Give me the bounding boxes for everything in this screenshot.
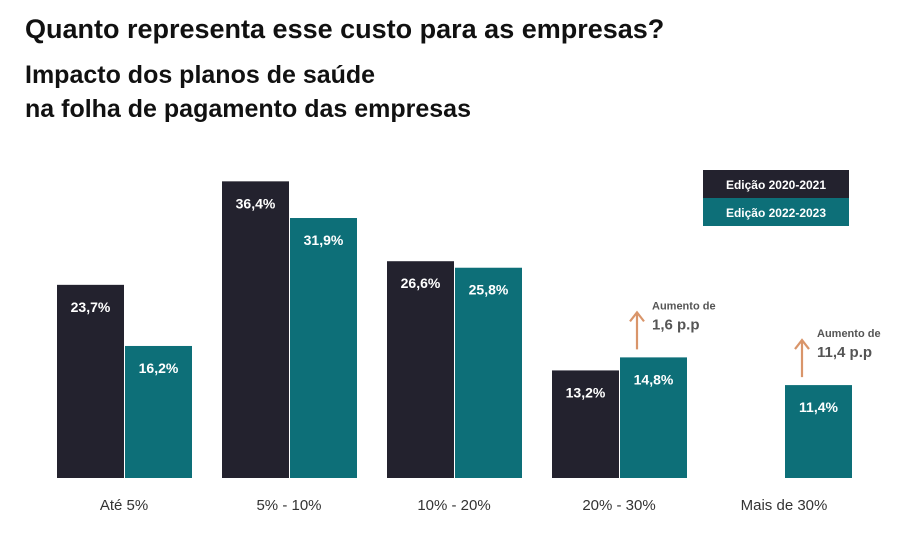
data-label: 25,8% (469, 282, 509, 298)
bar (125, 345, 192, 478)
subtitle-line-2: na folha de pagamento das empresas (25, 95, 471, 123)
data-label: 36,4% (236, 195, 276, 211)
category-label: Mais de 30% (741, 497, 828, 514)
bar (620, 357, 687, 478)
annotation-line-1: Aumento de (652, 300, 716, 312)
subtitle-line-1: Impacto dos planos de saúde (25, 61, 376, 89)
data-label: 26,6% (401, 275, 441, 291)
bar (387, 261, 454, 478)
legend-swatch (703, 198, 849, 226)
legend-swatch (703, 170, 849, 198)
data-label: 14,8% (634, 371, 674, 387)
bar (552, 370, 619, 478)
category-label: 10% - 20% (417, 497, 490, 514)
bar (785, 385, 852, 478)
bar (455, 267, 522, 478)
legend-label: Edição 2022-2023 (726, 206, 826, 220)
data-label: 13,2% (566, 384, 606, 400)
data-label: 23,7% (71, 299, 111, 315)
arrow-up-icon (794, 338, 810, 378)
bar (222, 181, 289, 478)
annotation-line-2: 11,4 p.p (817, 344, 872, 361)
chart-title: Quanto representa esse custo para as emp… (25, 14, 665, 44)
legend-label: Edição 2020-2021 (726, 178, 826, 192)
annotation-line-1: Aumento de (817, 328, 881, 340)
category-label: Até 5% (100, 497, 148, 514)
arrow-up-icon (629, 310, 645, 350)
bar (57, 284, 124, 478)
data-label: 11,4% (799, 399, 838, 415)
chart-subtitle: Impacto dos planos de saúde na folha de … (25, 58, 471, 126)
data-label: 31,9% (304, 232, 344, 248)
data-label: 16,2% (139, 360, 179, 376)
bar (290, 218, 357, 478)
category-label: 20% - 30% (582, 497, 655, 514)
category-label: 5% - 10% (256, 497, 321, 514)
annotation-line-2: 1,6 p.p (652, 316, 700, 333)
